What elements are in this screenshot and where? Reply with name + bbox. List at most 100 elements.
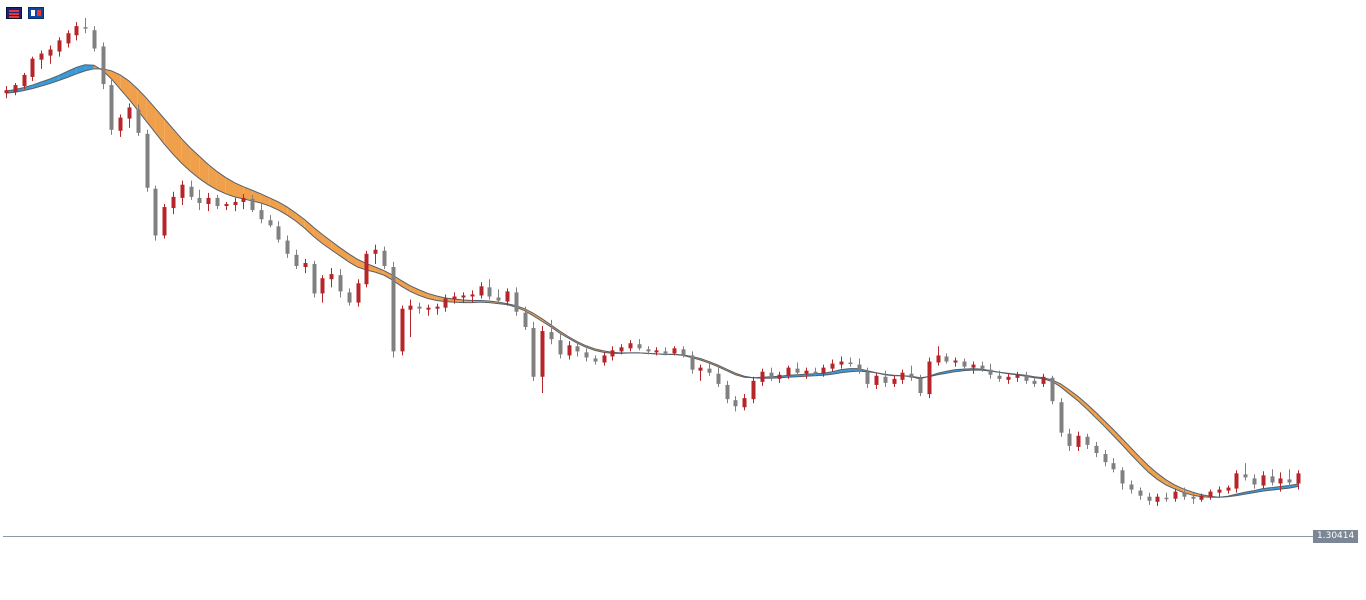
candle-body [1182, 492, 1187, 497]
candle [821, 364, 826, 377]
candle-body [268, 220, 273, 226]
candle-body [584, 352, 589, 358]
template-icon[interactable] [28, 7, 44, 19]
candle [628, 340, 633, 352]
candle [162, 203, 167, 239]
candle [716, 366, 721, 387]
candle [848, 357, 853, 367]
candle [294, 249, 299, 270]
candle-body [329, 274, 334, 280]
ma-ribbon-segment [1113, 429, 1123, 445]
candle-body [927, 361, 932, 395]
ma-fast-line [5, 64, 1299, 498]
candle [804, 367, 809, 379]
candle-body [1164, 497, 1169, 500]
candle [312, 260, 317, 298]
candle-body [1076, 435, 1081, 447]
candle-body [857, 364, 862, 371]
candle-body [962, 361, 967, 367]
candle-body [988, 369, 993, 375]
candle-body [1120, 470, 1125, 484]
candle-body [145, 133, 150, 188]
ma-ribbon-segment [1157, 473, 1167, 486]
candle-body [66, 33, 71, 44]
candle [452, 292, 457, 304]
candle [320, 275, 325, 303]
candle [1278, 472, 1283, 492]
candle [725, 380, 730, 404]
candle-body [382, 250, 387, 266]
candle [1085, 433, 1090, 449]
candle-body [637, 344, 642, 349]
candle [329, 268, 334, 288]
ma-ribbon-segment [383, 270, 393, 281]
candle-body [13, 85, 18, 93]
ma-ribbon-segment [296, 213, 305, 229]
candle-body [338, 275, 343, 292]
candle [259, 202, 264, 224]
candle [813, 367, 818, 376]
candle [153, 185, 158, 241]
candle-body [435, 306, 440, 309]
ma-ribbon-segment [287, 207, 297, 222]
candle-body [1191, 496, 1196, 499]
candle-body [654, 350, 659, 353]
current-price-label: 1.30414 [1313, 529, 1359, 543]
candle [1243, 463, 1248, 481]
candle [619, 344, 624, 355]
candle [584, 348, 589, 362]
candle [400, 305, 405, 356]
candle [857, 358, 862, 374]
ma-ribbon-segment [49, 75, 59, 84]
ma-ribbon-segment [348, 253, 358, 268]
candle-body [514, 292, 519, 312]
candle [733, 396, 738, 412]
candle-body [883, 376, 888, 383]
candle [1199, 493, 1204, 502]
candle [1138, 487, 1143, 500]
ma-ribbon-segment [1174, 485, 1184, 493]
ma-ribbon-segment [23, 85, 33, 91]
candle-body [153, 188, 158, 236]
ma-ribbon-segment [366, 263, 376, 273]
candle [900, 369, 905, 384]
candle [487, 279, 492, 300]
candle-body [224, 203, 229, 207]
candle-body [707, 368, 712, 373]
candle [189, 180, 194, 200]
candle [997, 370, 1002, 382]
candle-body [663, 351, 668, 354]
candle [769, 367, 774, 381]
candle-body [918, 378, 923, 394]
candle [909, 365, 914, 381]
candle-body [118, 117, 123, 131]
ma-ribbon-segment [120, 74, 130, 100]
candle [918, 374, 923, 397]
candle-body [1199, 495, 1204, 500]
ma-ribbon-segment [93, 65, 103, 71]
candle [197, 189, 202, 211]
ma-ribbon-segment [67, 67, 77, 78]
candle [672, 346, 677, 356]
candle [1006, 373, 1011, 384]
candle [1015, 371, 1020, 382]
candle-body [83, 27, 88, 29]
candle-body [241, 197, 246, 202]
candle [936, 346, 941, 366]
candle-body [364, 253, 369, 285]
indicator-list-icon[interactable] [6, 7, 22, 19]
candle [347, 288, 352, 306]
candle-body [733, 400, 738, 407]
candle-body [813, 371, 818, 374]
candle [1208, 489, 1213, 500]
ma-ribbon-segment [313, 227, 323, 244]
candle-body [1050, 377, 1055, 402]
candle-body [496, 297, 501, 301]
candle-body [821, 367, 826, 374]
candle-body [646, 349, 651, 352]
candle-body [900, 372, 905, 380]
ma-ribbon-segment [269, 197, 279, 211]
candle-body [180, 184, 185, 198]
